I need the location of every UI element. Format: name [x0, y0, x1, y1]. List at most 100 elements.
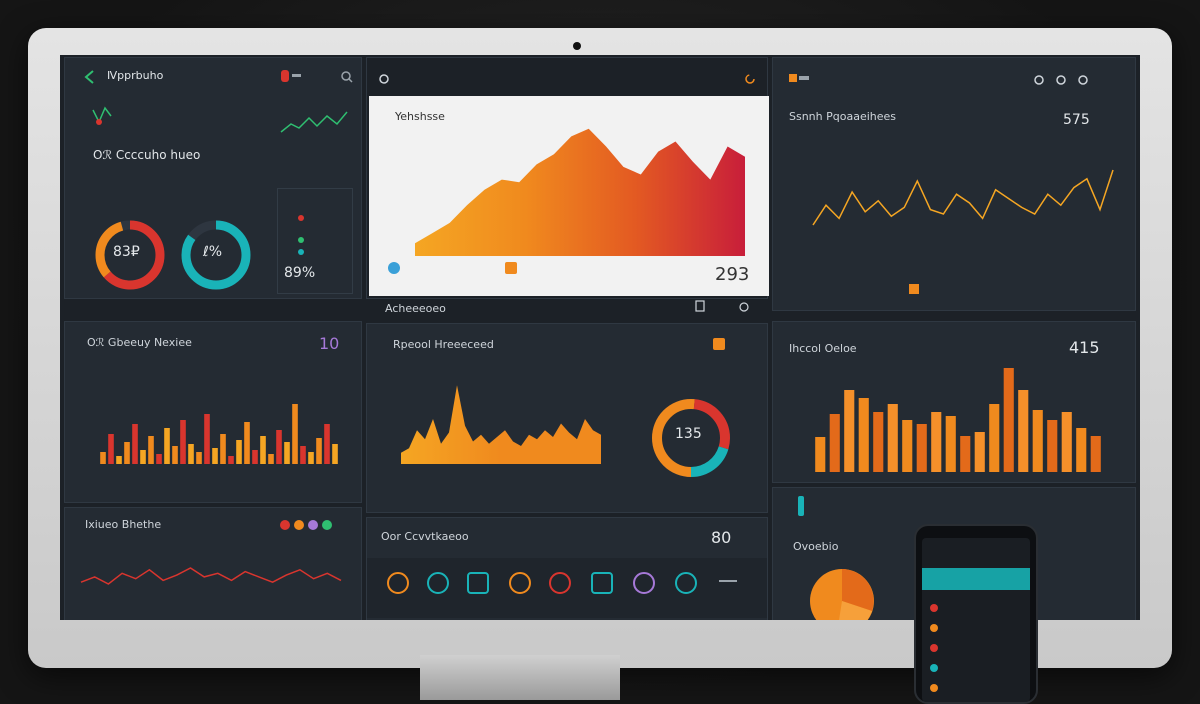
bar	[100, 452, 106, 464]
panel-left-top: Ⅳpprbuho Oℛ Ccccuho hueo 83₽ ℓ%	[64, 57, 362, 299]
bar	[284, 442, 290, 464]
panel-title: Ssnnh Pqoaaeihees	[789, 110, 897, 123]
bar	[989, 404, 1000, 472]
list-item[interactable]	[930, 642, 1024, 656]
filter-icon[interactable]	[713, 338, 725, 350]
area-series	[401, 385, 601, 464]
refresh-icon[interactable]	[745, 74, 755, 84]
bar	[132, 424, 138, 464]
bar	[292, 404, 298, 464]
bar	[156, 454, 162, 464]
featured-chart-card: Yehshsse 293	[369, 96, 769, 296]
chart-title: Yehshsse	[395, 110, 445, 123]
status-dot-icon	[298, 237, 304, 243]
list-value: 89%	[284, 265, 316, 281]
bar	[945, 416, 956, 472]
settings-icon[interactable]	[379, 74, 389, 84]
bar	[148, 436, 154, 464]
bar	[180, 420, 186, 464]
panel-left-mid: Oℛ Gbeeuy Nexiee 10	[64, 321, 362, 503]
bar-chart	[815, 368, 1101, 472]
panel-center-bot: Oor Ccvvtkaeoo 80	[366, 517, 768, 620]
cup-icon[interactable]	[467, 572, 489, 594]
globe-icon[interactable]	[633, 572, 655, 594]
line-series	[80, 567, 342, 585]
footer-value: 293	[715, 264, 750, 285]
cloud-icon[interactable]	[427, 572, 449, 594]
bar	[1090, 436, 1101, 472]
bar	[1018, 390, 1029, 472]
chat-icon[interactable]	[549, 572, 571, 594]
donut-chart-1	[95, 220, 165, 290]
section-header: Acheeeoeo	[385, 302, 446, 315]
trend-sparkline	[280, 111, 348, 133]
bar	[316, 438, 322, 464]
phone-screen	[922, 538, 1030, 702]
info-icon[interactable]	[739, 302, 749, 312]
legend-icon	[505, 262, 517, 274]
avatar	[930, 684, 938, 692]
panel-value: 10	[319, 334, 340, 353]
list-item[interactable]	[930, 662, 1024, 676]
bar	[324, 424, 330, 464]
area-chart	[415, 128, 745, 256]
bar	[300, 446, 306, 464]
back-arrow-icon[interactable]	[83, 70, 97, 84]
panel-title: Ihccol Oeloe	[789, 342, 857, 355]
notification-icon[interactable]	[281, 70, 301, 84]
bar	[1003, 368, 1014, 472]
bar	[140, 450, 146, 464]
bar	[116, 456, 122, 464]
bar	[220, 434, 226, 464]
bar	[124, 442, 130, 464]
bar	[887, 404, 898, 472]
bar	[1032, 410, 1043, 472]
icon-row	[367, 558, 767, 618]
link-icon[interactable]	[675, 572, 697, 594]
avatar	[930, 644, 938, 652]
stats-list: 89%	[277, 188, 353, 294]
panel-center-top: Yehshsse 293	[366, 57, 769, 299]
bar	[228, 456, 234, 464]
search-icon[interactable]	[341, 71, 353, 83]
status-dot-icon	[298, 249, 304, 255]
menu-icon[interactable]	[719, 580, 737, 582]
line-series	[812, 169, 1114, 226]
list-item[interactable]	[930, 682, 1024, 696]
bar	[873, 412, 884, 472]
pie-chart	[810, 569, 874, 620]
bar	[108, 434, 114, 464]
share-icon[interactable]	[1033, 74, 1093, 86]
area-series	[415, 128, 745, 256]
list-item[interactable]	[930, 602, 1024, 616]
panel-title: Oor Ccvvtkaeoo	[381, 530, 469, 543]
line-chart	[80, 567, 342, 585]
legend-icon	[909, 284, 919, 294]
list-item[interactable]	[930, 622, 1024, 636]
edit-icon[interactable]	[695, 300, 705, 312]
bar	[212, 448, 218, 464]
shield-icon[interactable]	[591, 572, 613, 594]
bar	[1061, 412, 1072, 472]
panel-title: Oℛ Gbeeuy Nexiee	[87, 336, 192, 349]
bell-icon[interactable]	[509, 572, 531, 594]
donut-3-value: 135	[675, 426, 702, 442]
panel-title: Ⅳpprbuho	[107, 69, 164, 82]
panel-value: 575	[1063, 112, 1090, 128]
bar	[196, 452, 202, 464]
donut-chart-2	[181, 220, 251, 290]
menu-icon[interactable]	[789, 74, 809, 84]
dashboard-screen: Ⅳpprbuho Oℛ Ccccuho hueo 83₽ ℓ%	[60, 55, 1140, 620]
bar	[164, 428, 170, 464]
panel-left-bot: Ixiueo Bhethe	[64, 507, 362, 620]
status-dot-icon	[298, 215, 304, 221]
bar	[1076, 428, 1087, 472]
rocket-icon[interactable]	[387, 572, 409, 594]
smartphone	[914, 524, 1038, 704]
bar	[308, 452, 314, 464]
area-chart	[401, 385, 601, 464]
section-heading: Oℛ Ccccuho hueo	[93, 148, 201, 162]
bar	[260, 436, 266, 464]
bar	[276, 430, 282, 464]
bar	[1047, 420, 1058, 472]
